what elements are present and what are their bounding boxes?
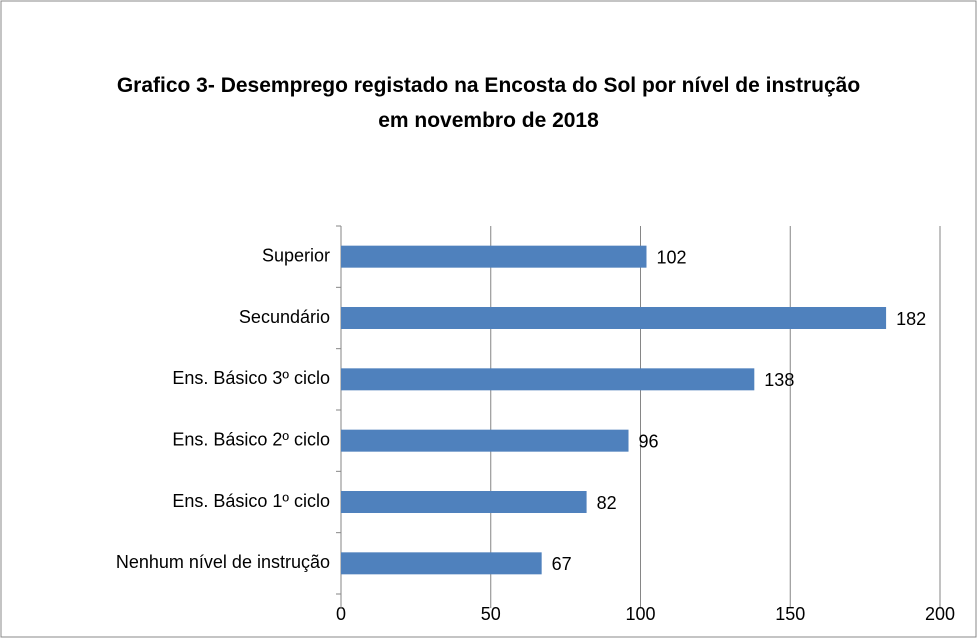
bar <box>341 307 887 329</box>
y-tick-label: Ens. Básico 1º ciclo <box>172 491 330 511</box>
y-tick-label: Secundário <box>239 307 330 327</box>
y-tick-label: Nenhum nível de instrução <box>116 552 330 572</box>
data-label: 96 <box>639 431 659 451</box>
data-label: 67 <box>552 554 572 574</box>
data-label: 102 <box>656 247 686 267</box>
x-tick-label: 150 <box>775 604 805 624</box>
x-tick-label: 50 <box>481 604 501 624</box>
chart-title: Grafico 3- Desemprego registado na Encos… <box>116 74 861 132</box>
x-tick-label: 0 <box>336 604 346 624</box>
bar <box>341 245 647 268</box>
y-tick-label: Superior <box>262 245 330 265</box>
data-label: 138 <box>764 370 794 390</box>
data-label: 82 <box>597 493 617 513</box>
bar <box>341 368 755 391</box>
y-tick-label: Ens. Básico 3º ciclo <box>172 368 330 388</box>
bar <box>341 429 629 452</box>
bar <box>341 552 542 575</box>
bar <box>341 491 587 513</box>
y-tick-label: Ens. Básico 2º ciclo <box>172 429 330 449</box>
x-tick-label: 200 <box>925 604 955 624</box>
data-label: 182 <box>896 309 926 329</box>
x-tick-label: 100 <box>625 604 655 624</box>
